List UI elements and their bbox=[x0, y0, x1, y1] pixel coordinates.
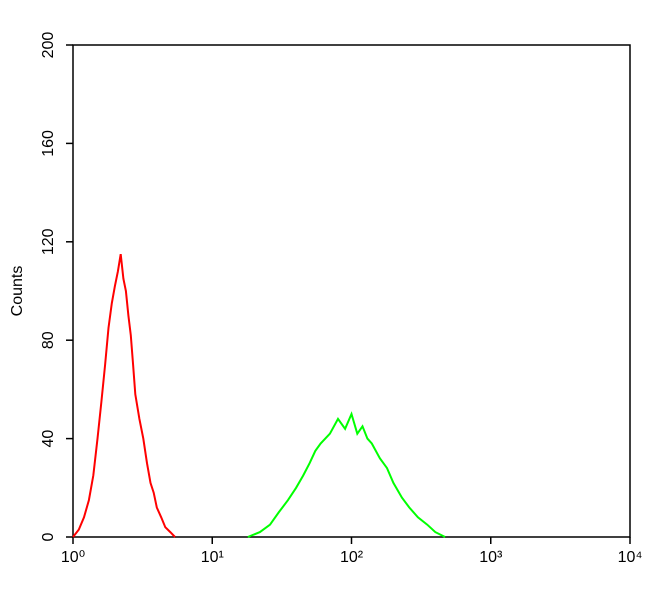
y-tick-label: 80 bbox=[40, 331, 57, 349]
x-tick-label: 10⁰ bbox=[61, 549, 85, 566]
y-tick-label: 40 bbox=[40, 430, 57, 448]
histogram-line bbox=[247, 411, 446, 538]
x-tick-label: 10³ bbox=[479, 549, 503, 566]
x-tick-label: 10² bbox=[340, 549, 364, 566]
y-tick-label: 200 bbox=[40, 32, 57, 59]
x-tick-label: 10⁴ bbox=[618, 549, 643, 566]
y-tick-label: 0 bbox=[40, 532, 57, 541]
y-tick-label: 120 bbox=[40, 228, 57, 255]
plot-frame bbox=[72, 44, 631, 538]
y-axis-label: Counts bbox=[9, 266, 26, 317]
y-tick-label: 160 bbox=[40, 130, 57, 157]
x-tick-label: 10¹ bbox=[201, 549, 224, 566]
histogram-line bbox=[72, 253, 176, 538]
